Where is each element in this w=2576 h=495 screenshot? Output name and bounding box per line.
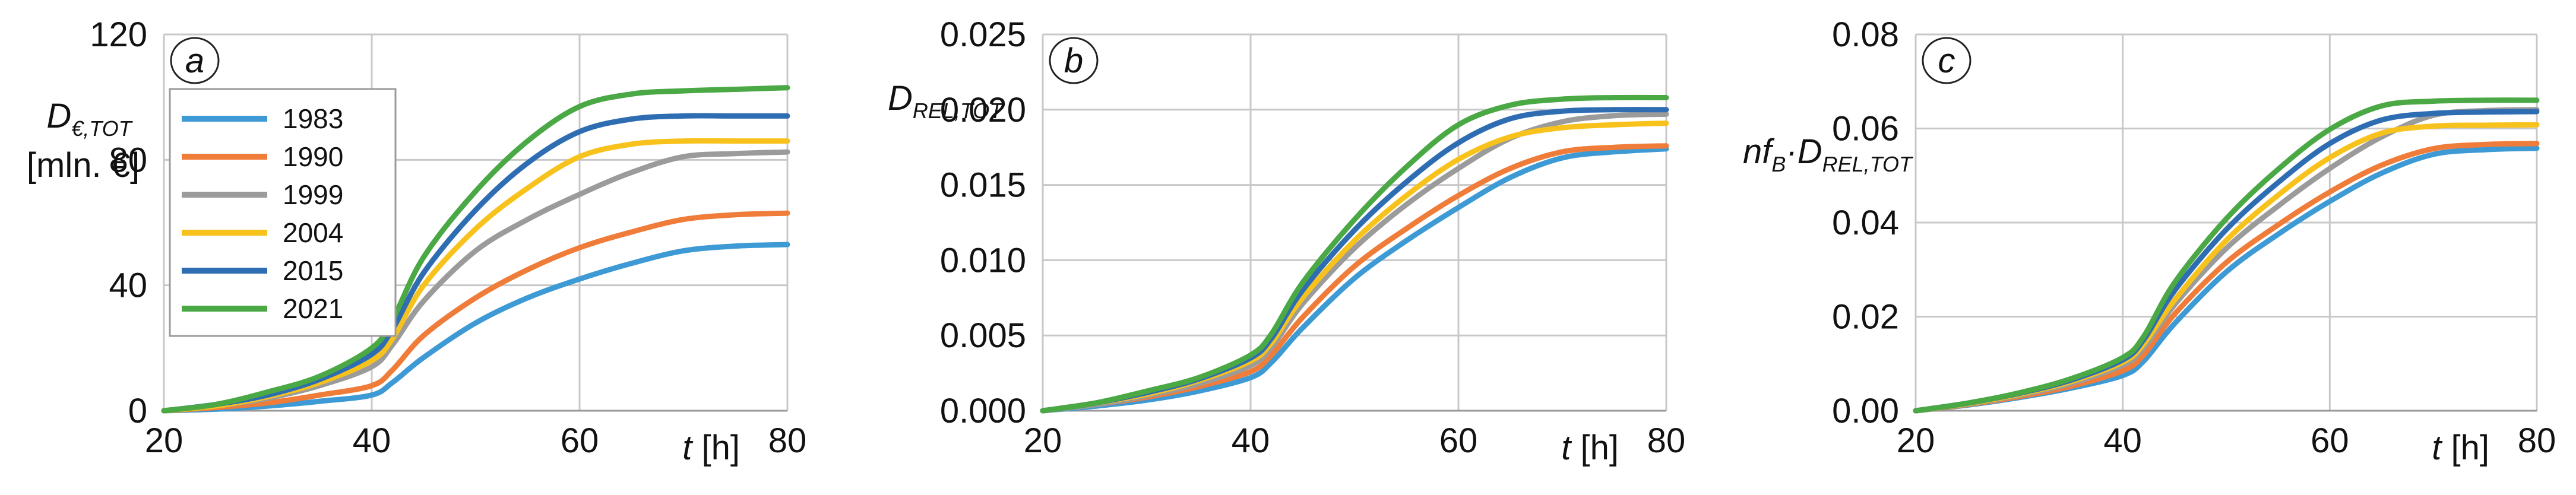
series-line-1990: [1913, 141, 2540, 414]
y-tick-label: 0.020: [940, 91, 1026, 129]
legend-label-1983: 1983: [283, 103, 343, 134]
y-tick-label: 0.02: [1832, 298, 1899, 337]
y-tick-label: 120: [90, 15, 147, 54]
y-axis-label-main: D: [46, 97, 71, 135]
x-axis-label-unit: [h]: [1571, 429, 1619, 467]
x-axis-label-var: t: [2432, 429, 2443, 467]
series-line-1990: [161, 210, 790, 414]
y-tick-label: 0.010: [940, 241, 1026, 280]
x-tick-label: 40: [353, 421, 391, 460]
y-tick-label: 0.015: [940, 166, 1026, 205]
x-axis-label-unit: [h]: [692, 429, 740, 467]
y-axis-label-dot: ·D: [1786, 132, 1822, 171]
series-line-1999: [1040, 111, 1669, 414]
series-line-1983: [1913, 145, 2540, 414]
legend-label-1990: 1990: [283, 141, 343, 172]
series-line-2021: [1040, 94, 1669, 414]
x-axis-label: t [h]: [2432, 429, 2489, 467]
panel-tag-circle: [1922, 37, 1971, 84]
x-tick-label: 60: [561, 421, 599, 460]
x-axis-label: t [h]: [682, 429, 740, 467]
legend-label-1999: 1999: [283, 179, 343, 210]
panel-a: 0 40 80 120 20 40 60 80 t [h] a D€,TOT [mln. €] 1983…: [27, 15, 806, 467]
series-line-2021: [161, 85, 790, 414]
x-axis-label-var: t: [1561, 429, 1572, 467]
x-axis-label-var: t: [682, 429, 694, 467]
y-tick-label: 0: [128, 392, 147, 430]
y-axis-label: nfB·DREL,TOT: [1743, 132, 1914, 176]
y-tick-label: 0.08: [1832, 15, 1899, 54]
panel-tag-circle: [1049, 37, 1099, 84]
x-axis-label: t [h]: [1561, 429, 1619, 467]
y-axis-label-sub2: REL,TOT: [1822, 152, 1914, 176]
legend-box: [169, 88, 397, 337]
panel-b: 0.000 0.005 0.010 0.015 0.020 0.025 20 40 60 80 t …: [888, 15, 1685, 467]
series-line-1983: [161, 242, 790, 414]
legend-label-2015: 2015: [283, 255, 343, 286]
y-tick-label: 0.005: [940, 316, 1026, 355]
panel-c: 0.00 0.02 0.04 0.06 0.08 20 40 60 80 t [h] c nfB·DR…: [1743, 15, 2556, 467]
y-axis-label: DREL,TOT: [888, 79, 1004, 123]
y-axis-label-sub1: B: [1771, 152, 1786, 176]
x-tick-label: 20: [1024, 421, 1062, 460]
y-tick-label: 0.06: [1832, 110, 1899, 148]
x-tick-label: 40: [1232, 421, 1270, 460]
x-tick-label: 80: [1647, 421, 1686, 460]
x-tick-label: 20: [1897, 421, 1935, 460]
panel-tag-circle: [170, 37, 220, 84]
x-tick-label: 60: [2311, 421, 2349, 460]
series-line-2021: [1913, 97, 2540, 414]
y-axis-label-unit: [mln. €]: [27, 146, 140, 185]
x-tick-label: 40: [2103, 421, 2142, 460]
y-tick-label: 0.025: [940, 15, 1026, 54]
legend: 1983 1990 1999 2004 2015 2021: [169, 88, 397, 337]
y-axis-label-main: D: [888, 79, 913, 118]
series-line-2015: [161, 113, 790, 414]
y-tick-label: 0.000: [940, 392, 1026, 430]
y-tick-label: 0.00: [1832, 392, 1899, 430]
x-tick-label: 60: [1439, 421, 1478, 460]
legend-label-2004: 2004: [283, 217, 343, 248]
y-axis-label-sub: €,TOT: [71, 116, 133, 141]
y-tick-label: 0.04: [1832, 204, 1899, 242]
legend-label-2021: 2021: [283, 293, 343, 324]
panel-tag-label: b: [1064, 42, 1083, 80]
series-line-2004: [1913, 122, 2540, 414]
y-axis-label-main: nf: [1743, 132, 1775, 171]
x-tick-label: 20: [145, 421, 183, 460]
y-axis-label-sub: REL,TOT: [913, 99, 1004, 123]
x-axis-label-unit: [h]: [2441, 429, 2489, 467]
y-axis-label: D€,TOT: [46, 97, 133, 141]
x-tick-label: 80: [768, 421, 807, 460]
series-line-1983: [1040, 146, 1669, 414]
panel-tag-label: a: [185, 42, 204, 80]
y-tick-label: 40: [109, 266, 147, 305]
y-tick-label: 80: [109, 141, 147, 179]
panel-tag-label: c: [1938, 42, 1955, 80]
x-tick-label: 80: [2518, 421, 2556, 460]
